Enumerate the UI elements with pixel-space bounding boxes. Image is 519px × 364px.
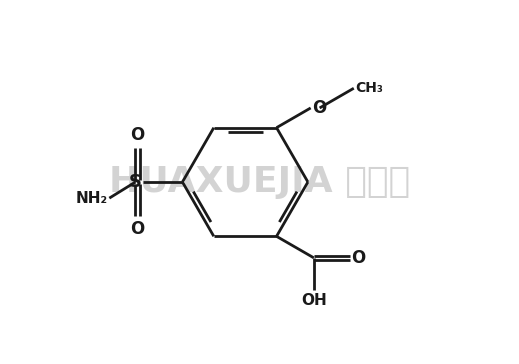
- Text: OH: OH: [301, 293, 326, 308]
- Text: O: O: [312, 99, 326, 117]
- Text: O: O: [351, 249, 366, 267]
- Text: CH₃: CH₃: [355, 81, 383, 95]
- Text: NH₂: NH₂: [75, 191, 107, 206]
- Text: O: O: [130, 219, 144, 238]
- Text: HUAXUEJIA 化学加: HUAXUEJIA 化学加: [109, 165, 410, 199]
- Text: S: S: [129, 173, 142, 191]
- Text: O: O: [130, 126, 144, 145]
